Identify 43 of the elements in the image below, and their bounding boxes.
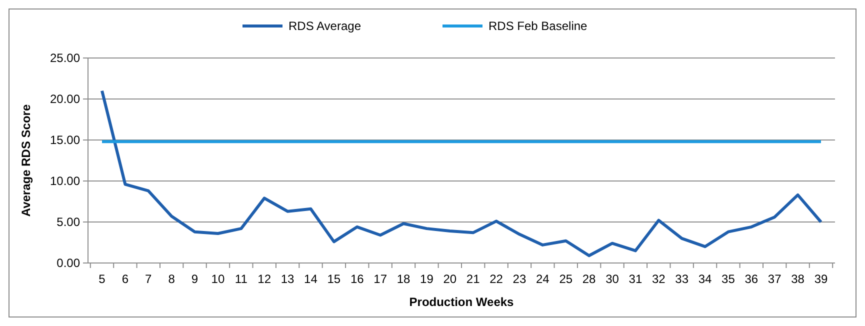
x-tick-label: 36 — [744, 272, 758, 286]
y-tick-label: 15.00 — [50, 133, 80, 148]
y-tick-label: 20.00 — [50, 92, 80, 106]
x-axis-title: Production Weeks — [409, 295, 514, 309]
x-tick-label: 37 — [768, 272, 782, 286]
x-tick-label: 23 — [512, 272, 526, 286]
x-tick-label: 15 — [327, 272, 341, 286]
x-tick-label: 10 — [211, 272, 225, 286]
legend-label: RDS Average — [288, 19, 362, 34]
x-tick-label: 24 — [536, 272, 550, 286]
x-tick-label: 21 — [466, 272, 480, 286]
y-tick-label: 5.00 — [56, 215, 80, 230]
legend-label: RDS Feb Baseline — [488, 19, 588, 34]
x-tick-label: 5 — [98, 272, 106, 286]
y-tick-label: 25.00 — [50, 51, 80, 66]
x-tick-label: 9 — [191, 272, 198, 286]
x-tick-label: 34 — [698, 272, 712, 286]
x-tick-label: 8 — [168, 272, 176, 286]
x-tick-label: 7 — [145, 272, 152, 286]
x-tick-label: 12 — [258, 272, 272, 286]
x-tick-label: 30 — [606, 272, 620, 286]
y-tick-label: 0.00 — [56, 256, 80, 270]
x-tick-label: 20 — [443, 272, 457, 286]
x-tick-label: 35 — [722, 272, 736, 286]
x-tick-label: 28 — [582, 272, 596, 286]
x-tick-label: 19 — [420, 272, 434, 286]
x-tick-label: 33 — [675, 272, 689, 286]
x-tick-label: 17 — [374, 272, 388, 286]
x-tick-label: 32 — [652, 272, 666, 286]
y-tick-label: 10.00 — [50, 174, 80, 188]
x-tick-label: 31 — [628, 272, 642, 286]
line-series — [100, 89, 822, 258]
x-tick-label: 38 — [791, 272, 805, 286]
x-tick-label: 18 — [396, 272, 411, 286]
x-tick-label: 11 — [234, 272, 248, 286]
x-tick-label: 14 — [304, 272, 318, 286]
x-tick-label: 6 — [122, 272, 129, 286]
x-tick-label: 13 — [280, 272, 295, 286]
x-tick-label: 25 — [559, 272, 573, 286]
x-tick-label: 16 — [350, 272, 364, 286]
x-tick-label: 39 — [814, 272, 828, 286]
x-tick-label: 22 — [490, 272, 504, 286]
y-axis-title: Average RDS Score — [19, 104, 33, 217]
